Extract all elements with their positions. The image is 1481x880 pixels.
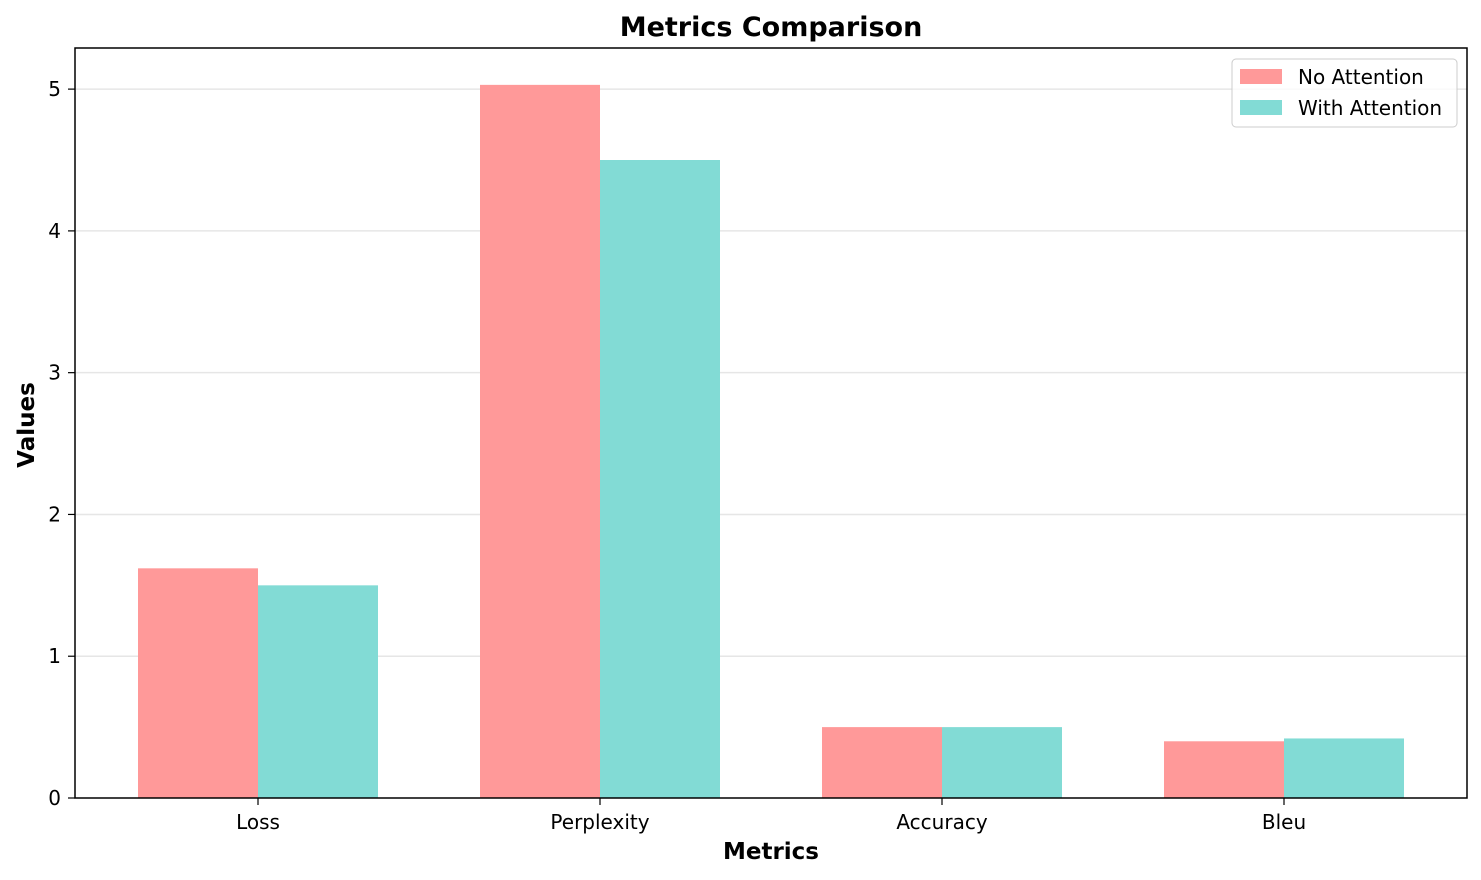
legend-swatch-no-attention xyxy=(1240,69,1282,84)
y-tick-label: 3 xyxy=(48,361,61,385)
bar-no-attention-accuracy xyxy=(822,727,942,798)
x-tick-label: Bleu xyxy=(1262,810,1306,834)
legend-box xyxy=(1231,58,1458,128)
y-axis-ticks: 0 1 2 3 4 5 xyxy=(48,77,75,810)
y-tick-label: 2 xyxy=(48,502,61,526)
bar-with-attention-loss xyxy=(258,585,378,798)
x-tick-label: Perplexity xyxy=(550,810,649,834)
plot-frame xyxy=(74,47,1468,799)
y-tick-label: 0 xyxy=(48,786,61,810)
bars xyxy=(138,84,1404,799)
legend-label-no-attention: No Attention xyxy=(1298,65,1424,89)
bar-no-attention-perplexity xyxy=(480,84,600,799)
y-tick-label: 5 xyxy=(48,77,61,101)
legend: No Attention With Attention xyxy=(1231,58,1458,128)
bar-with-attention-bleu xyxy=(1284,738,1404,798)
legend-swatch-with-attention xyxy=(1240,100,1282,115)
bar-with-attention-perplexity xyxy=(600,160,720,798)
x-axis-ticks: Loss Perplexity Accuracy Bleu xyxy=(236,798,1306,834)
bar-no-attention-bleu xyxy=(1164,741,1284,798)
y-tick-label: 4 xyxy=(48,219,61,243)
bar-with-attention-accuracy xyxy=(942,727,1062,798)
y-tick-label: 1 xyxy=(48,644,61,668)
bar-no-attention-loss xyxy=(138,568,258,798)
chart-title: Metrics Comparison xyxy=(620,12,923,43)
x-tick-label: Accuracy xyxy=(896,810,987,834)
x-axis-label: Metrics xyxy=(723,839,819,865)
legend-label-with-attention: With Attention xyxy=(1298,96,1442,120)
y-axis-label: Values xyxy=(14,382,40,468)
x-tick-label: Loss xyxy=(236,810,280,834)
